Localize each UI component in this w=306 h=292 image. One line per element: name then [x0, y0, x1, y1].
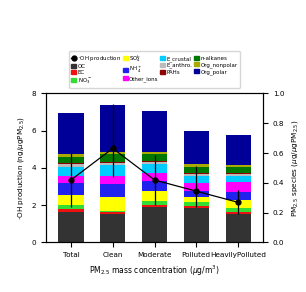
Bar [184, 131, 209, 164]
Bar [184, 164, 209, 167]
Bar [100, 165, 125, 176]
Bar [58, 176, 84, 183]
Bar [58, 167, 84, 176]
Bar [226, 200, 251, 208]
Bar [226, 176, 251, 182]
Bar [100, 214, 125, 242]
Bar [184, 183, 209, 191]
Bar [58, 164, 84, 167]
Bar [100, 176, 125, 184]
Bar [142, 191, 167, 201]
Bar [142, 205, 167, 207]
Bar [184, 167, 209, 173]
X-axis label: PM$_{2.5}$ mass concentration ($\mu$g/m$^3$): PM$_{2.5}$ mass concentration ($\mu$g/m$… [89, 264, 220, 278]
Bar [142, 162, 167, 164]
Bar [226, 173, 251, 174]
Bar [58, 163, 84, 164]
Bar [226, 174, 251, 176]
Bar [184, 202, 209, 206]
Legend: $\cdot$OH production, OC, EC, NO$_3^-$, SO$_4^b$, NH$_4^+$, Other_ions, E_crusta: $\cdot$OH production, OC, EC, NO$_3^-$, … [69, 51, 240, 88]
Bar [58, 154, 84, 157]
Bar [226, 165, 251, 167]
Bar [58, 205, 84, 209]
Bar [184, 206, 209, 208]
Bar [142, 173, 167, 180]
Bar [184, 174, 209, 176]
Bar [226, 192, 251, 200]
Bar [142, 152, 167, 154]
Bar [226, 182, 251, 192]
Bar [184, 176, 209, 183]
Bar [226, 208, 251, 212]
Bar [142, 164, 167, 173]
Bar [58, 157, 84, 163]
Bar [100, 184, 125, 197]
Bar [184, 208, 209, 242]
Bar [58, 113, 84, 154]
Bar [100, 154, 125, 162]
Bar [226, 212, 251, 213]
Bar [58, 209, 84, 212]
Bar [100, 211, 125, 212]
Bar [58, 183, 84, 194]
Bar [142, 180, 167, 191]
Bar [226, 167, 251, 173]
Bar [142, 154, 167, 161]
Bar [184, 191, 209, 197]
Bar [100, 152, 125, 154]
Bar [142, 111, 167, 152]
Bar [100, 163, 125, 165]
Bar [184, 197, 209, 202]
Y-axis label: PM$_{2.5}$ species ($\mu$g/$\mu$gPM$_{2.5}$): PM$_{2.5}$ species ($\mu$g/$\mu$gPM$_{2.… [290, 119, 300, 217]
Bar [226, 213, 251, 242]
Bar [142, 161, 167, 162]
Bar [100, 105, 125, 152]
Bar [100, 212, 125, 214]
Bar [58, 212, 84, 242]
Bar [226, 135, 251, 165]
Bar [142, 207, 167, 242]
Bar [184, 173, 209, 174]
Bar [100, 197, 125, 211]
Y-axis label: $\cdot$OH production (ng/$\mu$gPM$_{2.5}$): $\cdot$OH production (ng/$\mu$gPM$_{2.5}… [16, 116, 26, 220]
Bar [58, 194, 84, 205]
Bar [142, 201, 167, 205]
Bar [100, 162, 125, 163]
